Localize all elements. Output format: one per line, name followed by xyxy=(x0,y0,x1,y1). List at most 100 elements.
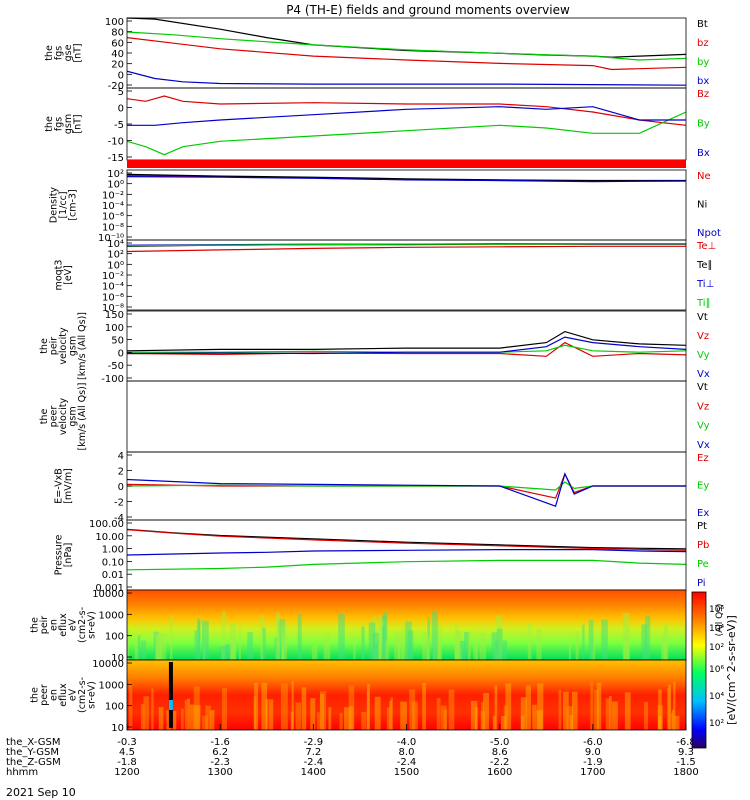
colorbar: 10⁶ 10⁴ 10² 10⁶ 10⁴ 10² [eV/(cm^2-s-sr-eV)] (… xyxy=(691,591,738,749)
colorbar-label-under: (All Qs) xyxy=(715,604,725,637)
ephemeris-value: 8.0 xyxy=(399,747,415,758)
y-tick-label: 10⁻⁶ xyxy=(102,292,124,303)
spectrogram-cell xyxy=(310,698,316,730)
legend-label-Ti⊥: Ti⊥ xyxy=(696,279,714,290)
spectrogram-cell xyxy=(158,707,164,730)
spectrogram-cell xyxy=(311,645,318,660)
legend-label-Te⊥: Te⊥ xyxy=(696,241,716,252)
y-tick-label: 0.10 xyxy=(102,557,124,568)
y-axis-label: [nT] xyxy=(72,43,83,62)
y-axis-label: the xyxy=(44,116,55,132)
spectrogram-cell xyxy=(505,683,512,730)
ephemeris-row-label: the_Z-GSM xyxy=(6,757,61,768)
y-axis-label: the xyxy=(39,409,50,425)
spectrogram-cell xyxy=(400,701,407,730)
y-axis-label: velocity xyxy=(58,398,69,436)
y-axis-label: velocity xyxy=(58,327,69,365)
y-axis-label: [cm-3] xyxy=(68,189,79,220)
spectrogram-cell xyxy=(527,623,532,660)
spectrogram-cell xyxy=(401,626,405,660)
spectrogram-cell xyxy=(170,615,173,660)
spectrogram-cell xyxy=(291,681,294,730)
y-axis-label: (cm2-s- xyxy=(77,677,88,713)
spectrogram-cell xyxy=(198,620,201,660)
y-axis-label: en xyxy=(49,619,60,631)
spectrogram-cell xyxy=(247,632,253,660)
y-axis-label: the xyxy=(39,338,50,354)
y-tick-label: 100 xyxy=(105,632,124,643)
y-tick-label: 10⁻⁸ xyxy=(102,303,124,314)
y-tick-label: 10⁴ xyxy=(107,239,124,250)
y-axis-label: fgs xyxy=(53,46,64,60)
spectrogram-cell xyxy=(140,703,145,730)
spectrogram-cell xyxy=(155,633,163,660)
spectrogram-cell xyxy=(397,637,403,660)
ephemeris-row-label: hhmm xyxy=(6,767,38,778)
spectrogram-cell xyxy=(483,693,490,730)
spectrogram-cell xyxy=(412,701,418,730)
spectrogram-cell xyxy=(575,631,579,660)
spectrogram-cell xyxy=(536,628,542,660)
series-line-Ey xyxy=(126,481,686,491)
spectrogram-cell xyxy=(201,715,209,730)
spectrogram-cell xyxy=(558,690,562,730)
series-line-Te⊥ xyxy=(126,245,686,253)
ephemeris-value: 1200 xyxy=(114,767,139,778)
y-axis-label: fgs xyxy=(53,117,64,131)
spectrogram-cell xyxy=(143,696,149,730)
ephemeris-value: -2.3 xyxy=(210,757,230,768)
spectrogram-cell xyxy=(320,691,327,730)
spectrogram-gap xyxy=(168,662,173,728)
legend-label-Vt: Vt xyxy=(697,312,708,323)
y-tick-label: 10⁻⁴ xyxy=(102,201,124,212)
ephemeris-row-label: the_X-GSM xyxy=(6,737,60,748)
y-tick-label: 100 xyxy=(105,17,124,28)
spectrogram-cell xyxy=(127,628,130,660)
panel-frame xyxy=(126,519,687,591)
y-tick-label: -2 xyxy=(114,498,124,509)
series-line-Pb xyxy=(126,529,687,551)
spectrogram-cell xyxy=(134,637,139,660)
y-axis-label: gsm xyxy=(63,114,74,134)
legend-label-Te∥: Te∥ xyxy=(696,260,713,271)
series-line-By xyxy=(126,111,687,156)
y-axis-label: eV xyxy=(68,618,79,631)
spectrogram-cell xyxy=(407,630,414,660)
ephemeris-value: 9.0 xyxy=(585,747,601,758)
ephemeris-value: 1300 xyxy=(207,767,232,778)
spectrogram-cell xyxy=(643,701,649,730)
y-axis-label: peir xyxy=(49,337,60,356)
ephemeris-value: 4.5 xyxy=(119,747,135,758)
spectrogram-cell xyxy=(268,699,274,730)
spectrogram-cell xyxy=(422,682,426,730)
series-line-Pt xyxy=(126,528,687,550)
spectrogram-cell xyxy=(209,710,215,730)
y-axis-label: Pressure xyxy=(53,535,64,576)
spectrogram-cell xyxy=(367,683,371,730)
ephemeris-value: -2.2 xyxy=(490,757,510,768)
chart-title: P4 (TH-E) fields and ground moments over… xyxy=(286,3,570,17)
y-tick-label: -15 xyxy=(108,153,124,164)
panel-peer-spectrogram: 10000 1000 100 10 thepeerenefluxeV(cm2-s-sr-… xyxy=(30,659,687,734)
spectrogram-cell xyxy=(339,712,343,730)
colorbar-label: [eV/(cm^2-s-sr-eV)] xyxy=(725,615,738,725)
y-axis-label: gsm xyxy=(68,336,79,356)
legend-label-Ti∥: Ti∥ xyxy=(696,298,711,309)
y-axis-label: [mV/m] xyxy=(63,468,74,504)
spectrogram-cell xyxy=(220,645,228,660)
spectrogram-cell xyxy=(601,619,608,660)
y-tick-label: 10.00 xyxy=(95,532,124,543)
y-tick-label: -10 xyxy=(108,137,124,148)
panel-frame xyxy=(126,380,687,453)
spectrogram-cell xyxy=(475,642,479,660)
spectrogram-cell xyxy=(186,698,191,730)
spectrogram-cell xyxy=(422,631,429,660)
legend-label-Ex: Ex xyxy=(697,508,709,519)
ephemeris-value: 1400 xyxy=(301,767,326,778)
panel-pressure: 100.00 10.00 1.000.10 0.01 0.001 Pressure[nPa… xyxy=(53,519,709,594)
spectrogram-cell xyxy=(563,691,569,730)
spectrogram-cell xyxy=(390,697,393,730)
spectrogram-cell xyxy=(254,682,259,730)
y-axis-label: peer xyxy=(39,684,50,706)
